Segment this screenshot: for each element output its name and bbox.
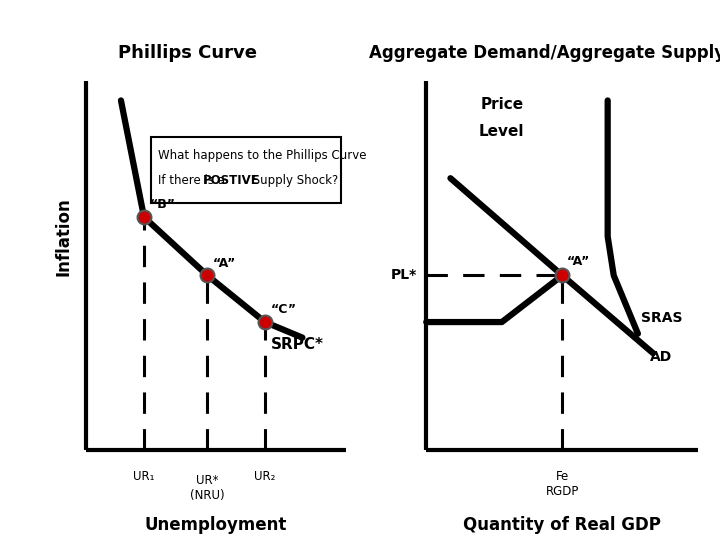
Text: Phillips Curve: Phillips Curve — [117, 44, 257, 62]
Point — [138, 213, 150, 221]
Text: Aggregate Demand/Aggregate Supply: Aggregate Demand/Aggregate Supply — [369, 44, 720, 62]
FancyBboxPatch shape — [151, 137, 341, 204]
Text: “A”: “A” — [567, 255, 590, 268]
Text: What happens to the Phillips Curve: What happens to the Phillips Curve — [158, 149, 367, 162]
Point — [259, 318, 271, 326]
Text: Level: Level — [479, 124, 525, 139]
Text: Quantity of Real GDP: Quantity of Real GDP — [464, 516, 661, 535]
Text: Unemployment: Unemployment — [145, 516, 287, 535]
Text: Inflation: Inflation — [55, 197, 72, 276]
Text: Price: Price — [480, 97, 523, 112]
Text: If there is a: If there is a — [158, 174, 229, 187]
Text: “C”: “C” — [271, 303, 297, 316]
Text: UR₁: UR₁ — [133, 470, 155, 483]
Text: UR*
(NRU): UR* (NRU) — [190, 474, 225, 502]
Text: UR₂: UR₂ — [254, 470, 276, 483]
Text: SRPC*: SRPC* — [271, 338, 324, 352]
Text: “A”: “A” — [213, 256, 236, 269]
Text: PL*: PL* — [391, 268, 417, 282]
Text: “B”: “B” — [150, 198, 176, 211]
Point — [202, 271, 213, 280]
Text: SRAS: SRAS — [641, 311, 683, 325]
Text: Fe
RGDP: Fe RGDP — [546, 470, 579, 498]
Point — [557, 271, 568, 280]
Text: POSTIVE: POSTIVE — [203, 174, 260, 187]
Text: Supply Shock?: Supply Shock? — [249, 174, 338, 187]
Text: AD: AD — [650, 350, 672, 364]
